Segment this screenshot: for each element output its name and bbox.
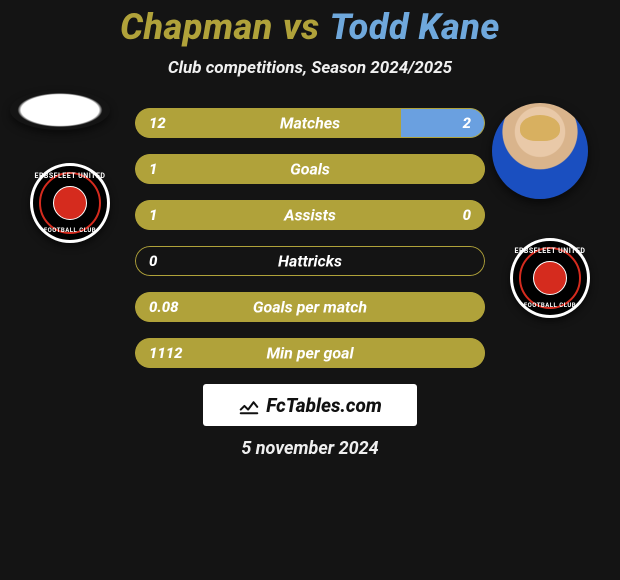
brand-badge[interactable]: FcTables.com [203,384,417,426]
title: ChapmanvsTodd Kane [0,6,620,48]
stat-value-left: 0 [149,252,157,270]
badge-text: EBBSFLEET UNITED FOOTBALL CLUB [513,241,587,315]
stat-bar-right [401,108,485,138]
stat-label: Hattricks [135,252,485,271]
stat-bar-left [135,108,401,138]
player1-name: Chapman [120,6,273,48]
stat-bar-left [135,200,485,230]
stat-row: 10Assists [135,200,485,230]
stat-row: 0.08Goals per match [135,292,485,322]
brand-logo-icon [238,394,260,416]
stat-bar-left [135,338,485,368]
stat-row: 1112Min per goal [135,338,485,368]
comparison-body: EBBSFLEET UNITED FOOTBALL CLUB EBBSFLEET… [0,108,620,368]
stat-bar-left [135,154,485,184]
player2-avatar [492,103,588,199]
player1-club-badge: EBBSFLEET UNITED FOOTBALL CLUB [30,163,110,243]
badge-text-bottom: FOOTBALL CLUB [513,302,587,309]
comparison-card: ChapmanvsTodd Kane Club competitions, Se… [0,0,620,459]
brand-text: FcTables.com [266,394,382,417]
badge-text: EBBSFLEET UNITED FOOTBALL CLUB [33,166,107,240]
subtitle: Club competitions, Season 2024/2025 [0,58,620,78]
badge-text-bottom: FOOTBALL CLUB [33,227,107,234]
stat-row: 1Goals [135,154,485,184]
player2-name: Todd Kane [330,6,500,48]
player1-avatar [10,90,110,130]
player2-club-badge: EBBSFLEET UNITED FOOTBALL CLUB [510,238,590,318]
badge-text-top: EBBSFLEET UNITED [33,172,107,180]
date-text: 5 november 2024 [0,438,620,459]
stat-bar-left [135,292,485,322]
stats-list: 122Matches 1Goals 10Assists 0Hattricks 0.08G… [135,108,485,368]
badge-text-top: EBBSFLEET UNITED [513,247,587,255]
stat-row: 0Hattricks [135,246,485,276]
vs-text: vs [283,6,320,48]
stat-row: 122Matches [135,108,485,138]
